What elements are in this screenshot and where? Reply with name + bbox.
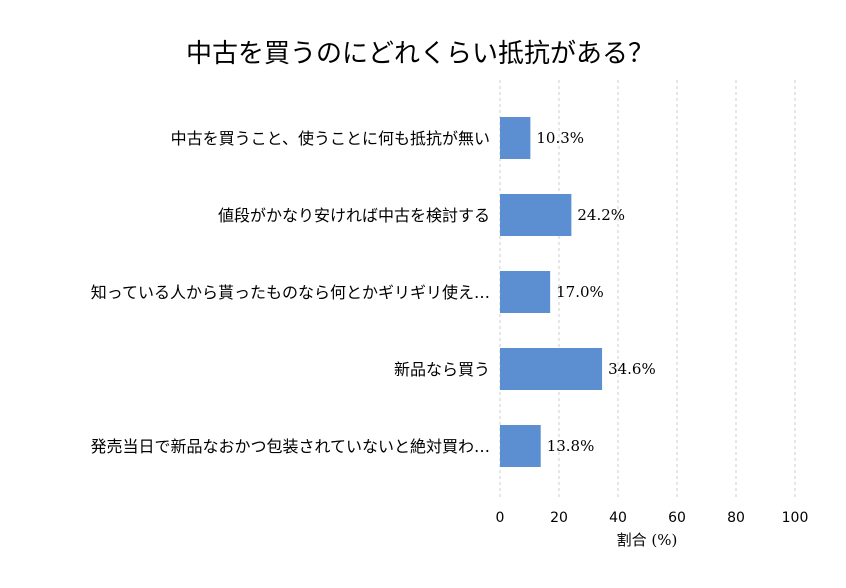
bar (500, 348, 603, 390)
category-label: 中古を買うこと、使うことに何も抵抗が無い (171, 129, 490, 148)
category-label: 値段がかなり安ければ中古を検討する (218, 206, 490, 225)
value-label: 17.0% (556, 283, 604, 301)
bars (500, 117, 603, 467)
category-label: 発売当日で新品なおかつ包装されていないと絶対買わ… (90, 437, 490, 456)
x-tick-label: 20 (550, 510, 568, 526)
x-tick-label: 40 (609, 510, 627, 526)
value-labels: 10.3% 24.2% 17.0% 34.6% 13.8% (536, 129, 655, 455)
value-label: 13.8% (547, 437, 595, 455)
bar (500, 194, 572, 236)
category-label: 新品なら買う (394, 360, 490, 379)
value-label: 34.6% (608, 360, 656, 378)
x-axis-label: 割合 (%) (617, 531, 678, 549)
x-tick-label: 80 (727, 510, 745, 526)
bar (500, 117, 531, 159)
category-labels: 中古を買うこと、使うことに何も抵抗が無い値段がかなり安ければ中古を検討する知って… (90, 129, 490, 456)
x-tick-label: 0 (496, 510, 505, 526)
chart-title: 中古を買うのにどれくらい抵抗がある？ (186, 39, 654, 69)
value-label: 24.2% (577, 206, 625, 224)
value-label: 10.3% (536, 129, 584, 147)
bar (500, 271, 551, 313)
x-tick-label: 100 (782, 510, 809, 526)
x-axis-ticks: 0 20 40 60 80 100 (496, 510, 809, 526)
category-label: 知っている人から貰ったものなら何とかギリギリ使え… (91, 283, 490, 302)
bar (500, 425, 541, 467)
x-tick-label: 60 (668, 510, 686, 526)
